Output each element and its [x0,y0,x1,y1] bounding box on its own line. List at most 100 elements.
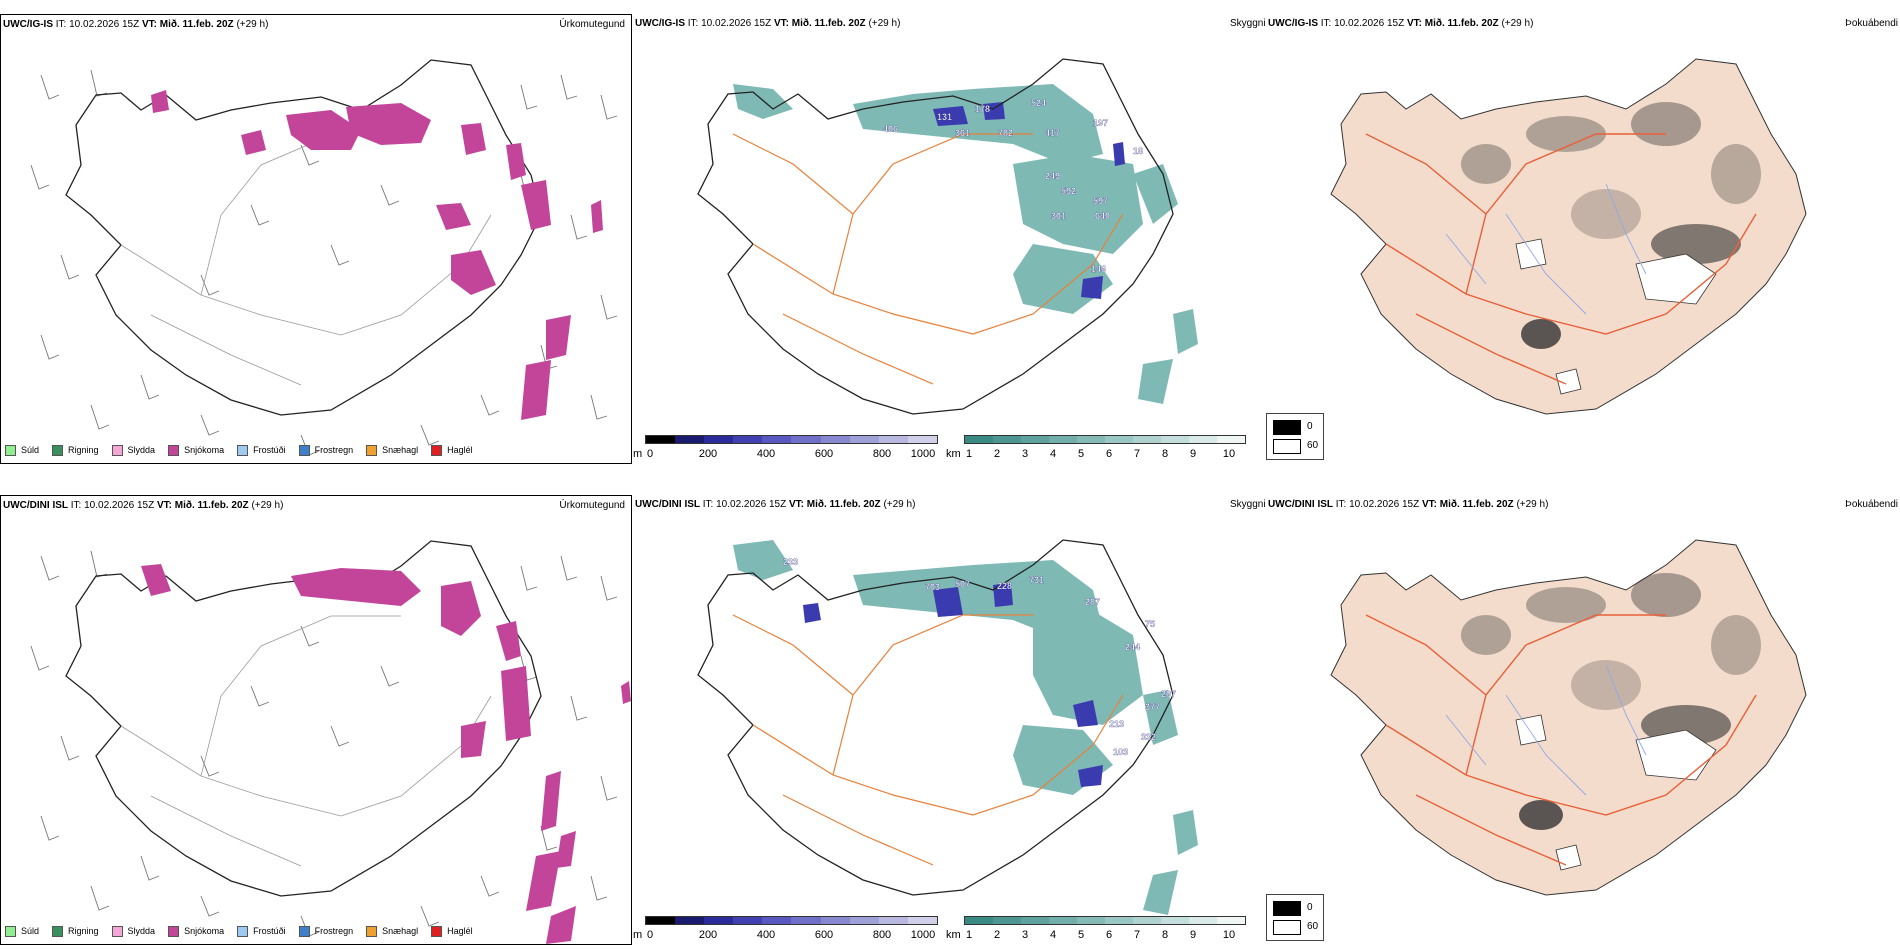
cloud-base-label: 731 [1029,575,1044,585]
colorbar-tick: 10 [1222,448,1236,460]
precip-map [30,540,631,944]
fog-shading [1461,573,1761,830]
legend-swatch [431,925,443,937]
wind-barbs [30,550,618,937]
roads [732,614,1124,866]
panel-title: UWC/DINI ISL IT: 10.02.2026 15Z VT: Mið.… [3,500,284,511]
fog-legend-dark-label: 0 [1307,421,1313,432]
cloud-base-label: 207 [1161,689,1176,699]
colorbar-tick: 600 [814,448,834,460]
colorbar-tick: 0 [646,448,654,460]
fog-legend-light-label: 60 [1307,921,1319,932]
visibility-colorbar: km 1 2 3 4 5 6 7 8 9 10 [946,435,1246,461]
colorbar-tick: 400 [756,929,776,941]
colorbar-tick: 5 [1077,929,1085,941]
cloud-base-label: 228 [997,581,1012,591]
fog-legend-light-label: 60 [1307,440,1319,451]
visibility-panel-row2: UWC/DINI ISL IT: 10.02.2026 15Z VT: Mið.… [633,495,1265,945]
colorbar-tick: 400 [756,448,776,460]
snow-areas [151,90,603,420]
legend-item: Súld [5,925,39,937]
roads [1365,614,1757,866]
colorbar-tick: 200 [698,929,718,941]
legend-item: Haglél [431,444,473,456]
panel-type-label: Þokuábendi [1845,499,1898,510]
colorbar-unit: km [946,929,961,941]
colorbar-tick: 1000 [910,929,936,941]
cloud-base-label: 406 [883,124,898,134]
colorbar-tick: 2 [993,448,1001,460]
visibility-colorbar: km 1 2 3 4 5 6 7 8 9 10 [946,916,1246,942]
colorbar-strip [645,916,938,925]
legend-swatch [298,444,310,456]
colorbar-strip [964,916,1246,925]
iceland-land [1330,58,1807,415]
colorbar-tick: 7 [1133,448,1141,460]
roads [1365,133,1757,385]
legend-item: Rigning [52,444,99,456]
cloud-base-label: 249 [1045,171,1060,181]
iceland-outline [65,59,542,416]
colorbar-tick: 7 [1133,929,1141,941]
colorbar-tick: 3 [1021,448,1029,460]
colorbar-tick: 6 [1105,929,1113,941]
colorbar-tick: 5 [1077,448,1085,460]
rivers [1445,183,1647,315]
colorbar-tick: 1 [965,448,973,460]
colorbar-tick: 800 [872,929,892,941]
cloud-base-label: 244 [1125,642,1140,652]
colorbar-tick: 4 [1049,929,1057,941]
colorbar-tick: 4 [1049,448,1057,460]
panel-type-label: Úrkomutegund [559,500,625,511]
cloud-base-label: 233 [783,557,798,567]
iceland-land [1330,539,1807,896]
legend-swatch [237,925,249,937]
visibility-map: 703 507 228 731 287 75 244 207 377 213 3… [697,539,1198,915]
visibility-map: 131 178 524 406 361 782 417 197 249 592 … [697,58,1198,415]
fog-map [1330,58,1807,415]
legend-item: Snæhagl [366,925,418,937]
legend-swatch [111,444,123,456]
cloud-base-label: 75 [1145,619,1155,629]
colorbar-tick: 9 [1189,448,1197,460]
colorbar-unit: m [633,929,643,941]
cloud-base-label: 146 [1091,264,1106,274]
legend-swatch [168,444,180,456]
fog-legend-dark-label: 0 [1307,902,1313,913]
roads [120,134,492,386]
cloud-base-areas [933,102,1125,299]
cloud-base-label: 332 [1141,732,1156,742]
colorbar-unit: km [946,448,961,460]
legend-item: Súld [5,444,39,456]
panel-title: UWC/IG-IS IT: 10.02.2026 15Z VT: Mið. 11… [3,19,269,30]
cloud-base-colorbar: m 0 200 400 600 800 1000 [633,916,938,942]
legend-item: Haglél [431,925,473,937]
colorbar-strip [645,435,938,444]
cloud-base-label: 524 [1031,98,1046,108]
fog-legend-light-swatch [1273,920,1301,935]
legend-swatch [431,444,443,456]
precip-panel-row1: UWC/IG-IS IT: 10.02.2026 15Z VT: Mið. 11… [0,14,632,464]
fog-map [1330,539,1807,896]
panel-type-label: Skyggni [1230,499,1265,510]
cloud-base-label: 287 [1085,597,1100,607]
colorbar-strip [964,435,1246,444]
cloud-base-labels: 703 507 228 731 287 75 244 207 377 213 3… [783,557,1176,757]
legend-swatch [237,444,249,456]
iceland-outline [697,58,1174,415]
cloud-base-label: 377 [1145,702,1160,712]
colorbar-tick: 200 [698,448,718,460]
snow-areas [141,564,631,944]
fog-legend-light-swatch [1273,439,1301,454]
fog-legend-row1: 0 60 [1266,413,1324,460]
fog-legend-dark-swatch [1273,901,1301,916]
cloud-base-label: 131 [937,112,952,122]
glaciers [1515,238,1717,395]
cloud-base-label: 18 [1133,146,1143,156]
legend-item: Slydda [111,925,155,937]
legend-swatch [52,444,64,456]
roads [732,133,1124,385]
legend-item: Rigning [52,925,99,937]
legend-swatch [168,925,180,937]
colorbar-tick: 600 [814,929,834,941]
